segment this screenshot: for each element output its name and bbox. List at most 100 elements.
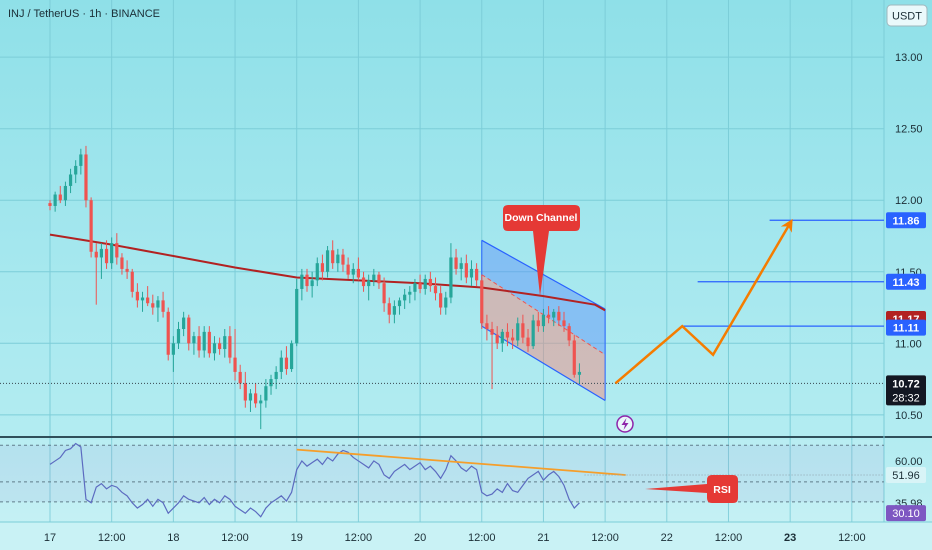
price-badge-bg [886,273,926,290]
candle-body [449,257,453,298]
time-tick-label: 12:00 [838,532,866,544]
candle-up [469,260,474,287]
candle-down [284,346,289,375]
candle-body [135,291,139,301]
candle-body [521,323,525,338]
candle-body [130,271,134,292]
candle-body [176,328,181,344]
candle-body [248,393,253,401]
candle-down [161,291,165,318]
time-tick-label: 21 [537,532,549,544]
candle-body [254,393,258,404]
rsi-callout: RSI [645,475,738,503]
candle-body [284,357,289,370]
candle-body [99,248,103,258]
candle-down [387,297,391,324]
candle-body [300,274,304,289]
candle-body [233,357,237,372]
candle-up [279,350,283,380]
candle-body [146,297,150,304]
candle-down [187,314,191,351]
price-tick-label: 11.00 [895,338,922,350]
candle-down [243,371,247,408]
callout-shape [503,205,580,296]
candle-down [567,323,571,347]
rsi-line [49,442,580,518]
candle-down [254,383,258,408]
candle-body [171,343,175,355]
candle-body [238,371,242,384]
candle-body [403,294,407,301]
candle-body [526,337,530,347]
lightning-icon[interactable] [616,415,634,433]
candle-up [315,257,319,287]
candle-down [197,326,201,358]
candle-body [356,268,360,278]
candle-body [361,277,366,287]
candle-down [464,254,468,284]
candle-body [372,274,376,281]
candle-up [516,317,520,347]
candle-body [423,278,427,289]
down-channel-label: Down Channel [505,212,578,224]
candle-body [475,268,479,281]
candle-down [480,274,484,329]
time-tick-label: 23 [784,532,796,544]
last-price-badge-bg [886,375,926,406]
candle-down [218,337,222,355]
candle-body [336,254,340,264]
price-badge-label: 11.11 [893,323,919,335]
candle-down [125,260,129,279]
candle-down [485,314,489,341]
candle-up [248,389,253,412]
candle-down [495,326,499,350]
candle-body [295,288,299,344]
candle-up [577,363,582,384]
candle-body [228,336,232,358]
candle-down [428,271,432,292]
candle-body [495,334,499,344]
candle-body [480,280,484,324]
price-tick-label: 12.00 [895,195,923,207]
candle-up [202,326,206,358]
candle-body [577,371,582,375]
candle-down [361,271,366,292]
time-tick-label: 12:00 [591,532,619,544]
rsi-callout-label: RSI [713,484,731,496]
candle-up [182,311,186,337]
candle-down [521,314,525,344]
candle-body [454,257,458,269]
candle-body [264,386,268,401]
candle-down [454,248,458,275]
rsi-trend-line [296,448,626,476]
candle-body [408,291,412,295]
time-tick-label: 12:00 [345,532,373,544]
candle-body [531,320,535,347]
candle-up [541,308,546,332]
candle-body [161,300,165,312]
candle-body [289,343,294,370]
candle-up [336,248,340,272]
candle-down [146,286,150,307]
candle-up [423,274,427,295]
candle-body [89,200,93,252]
candle-down [48,200,52,211]
rsi-badge-label: 51.96 [892,470,920,482]
candle-down [382,277,386,312]
currency-badge[interactable]: USDT [886,4,928,27]
time-axis-background [0,522,932,550]
candle-down [439,286,443,315]
candle-body [541,314,546,327]
candle-body [68,174,73,186]
candle-body [413,283,417,292]
rsi-tick-label: 60.00 [895,456,923,468]
candle-body [546,314,551,318]
candle-up [110,237,114,269]
time-axis: 17 12:00 18 12:00 19 12:00 20 12:00 21 12:00 22 12:… [44,532,866,544]
candle-body [212,343,217,354]
candle-body [346,264,350,275]
candle-body [511,337,515,341]
candle-down [346,257,350,279]
panel-separator [0,436,932,438]
candle-up [68,168,73,194]
